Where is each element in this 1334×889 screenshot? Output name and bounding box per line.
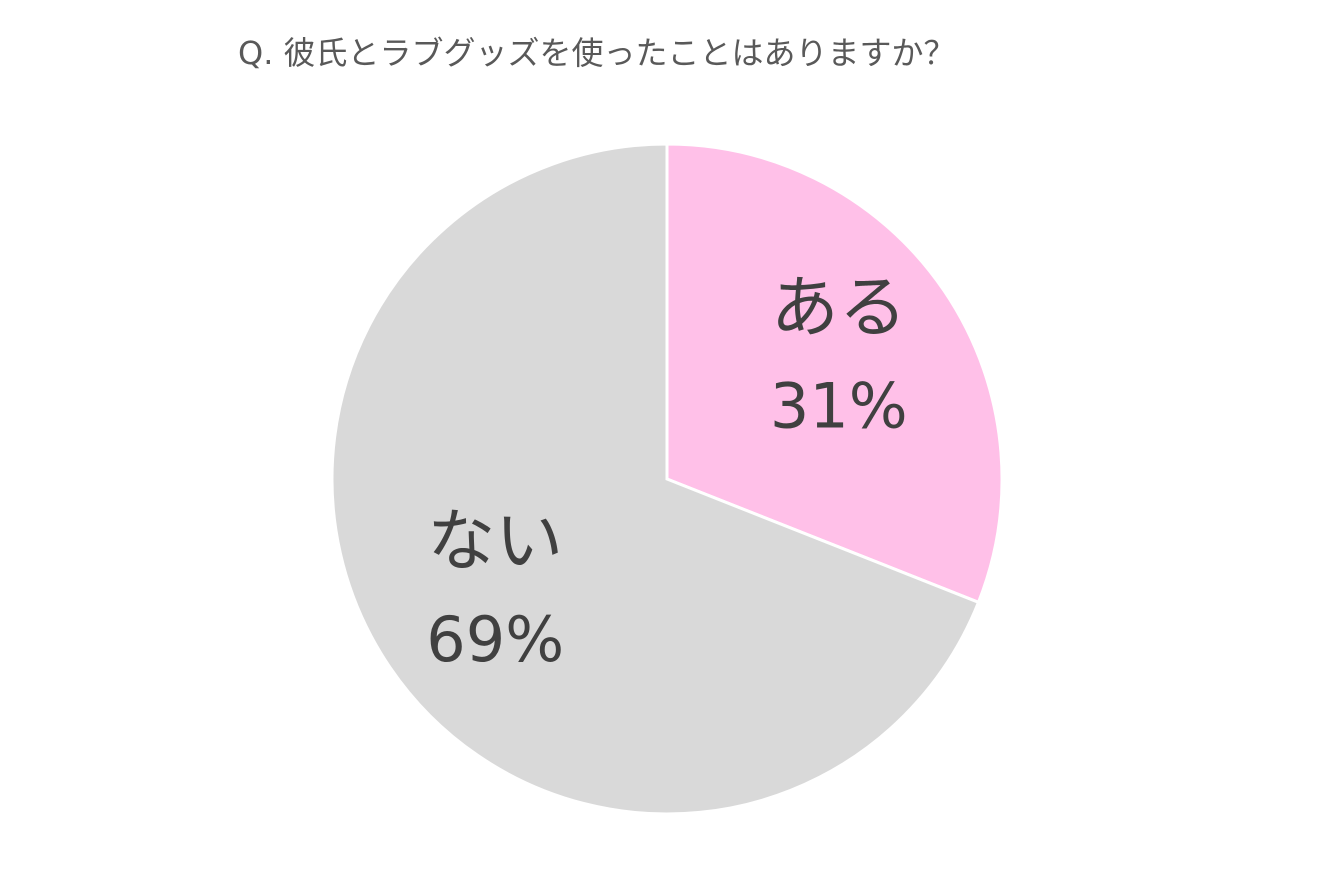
pie-slice — [330, 142, 981, 816]
value-label: 31% — [770, 369, 908, 442]
value-label: 69% — [426, 603, 564, 676]
chart-title: Q. 彼氏とラブグッズを使ったことはありますか？ — [238, 34, 956, 72]
pie-slice — [665, 142, 1004, 605]
slice-label: ある — [771, 269, 907, 348]
slice-label: ない — [427, 502, 563, 581]
